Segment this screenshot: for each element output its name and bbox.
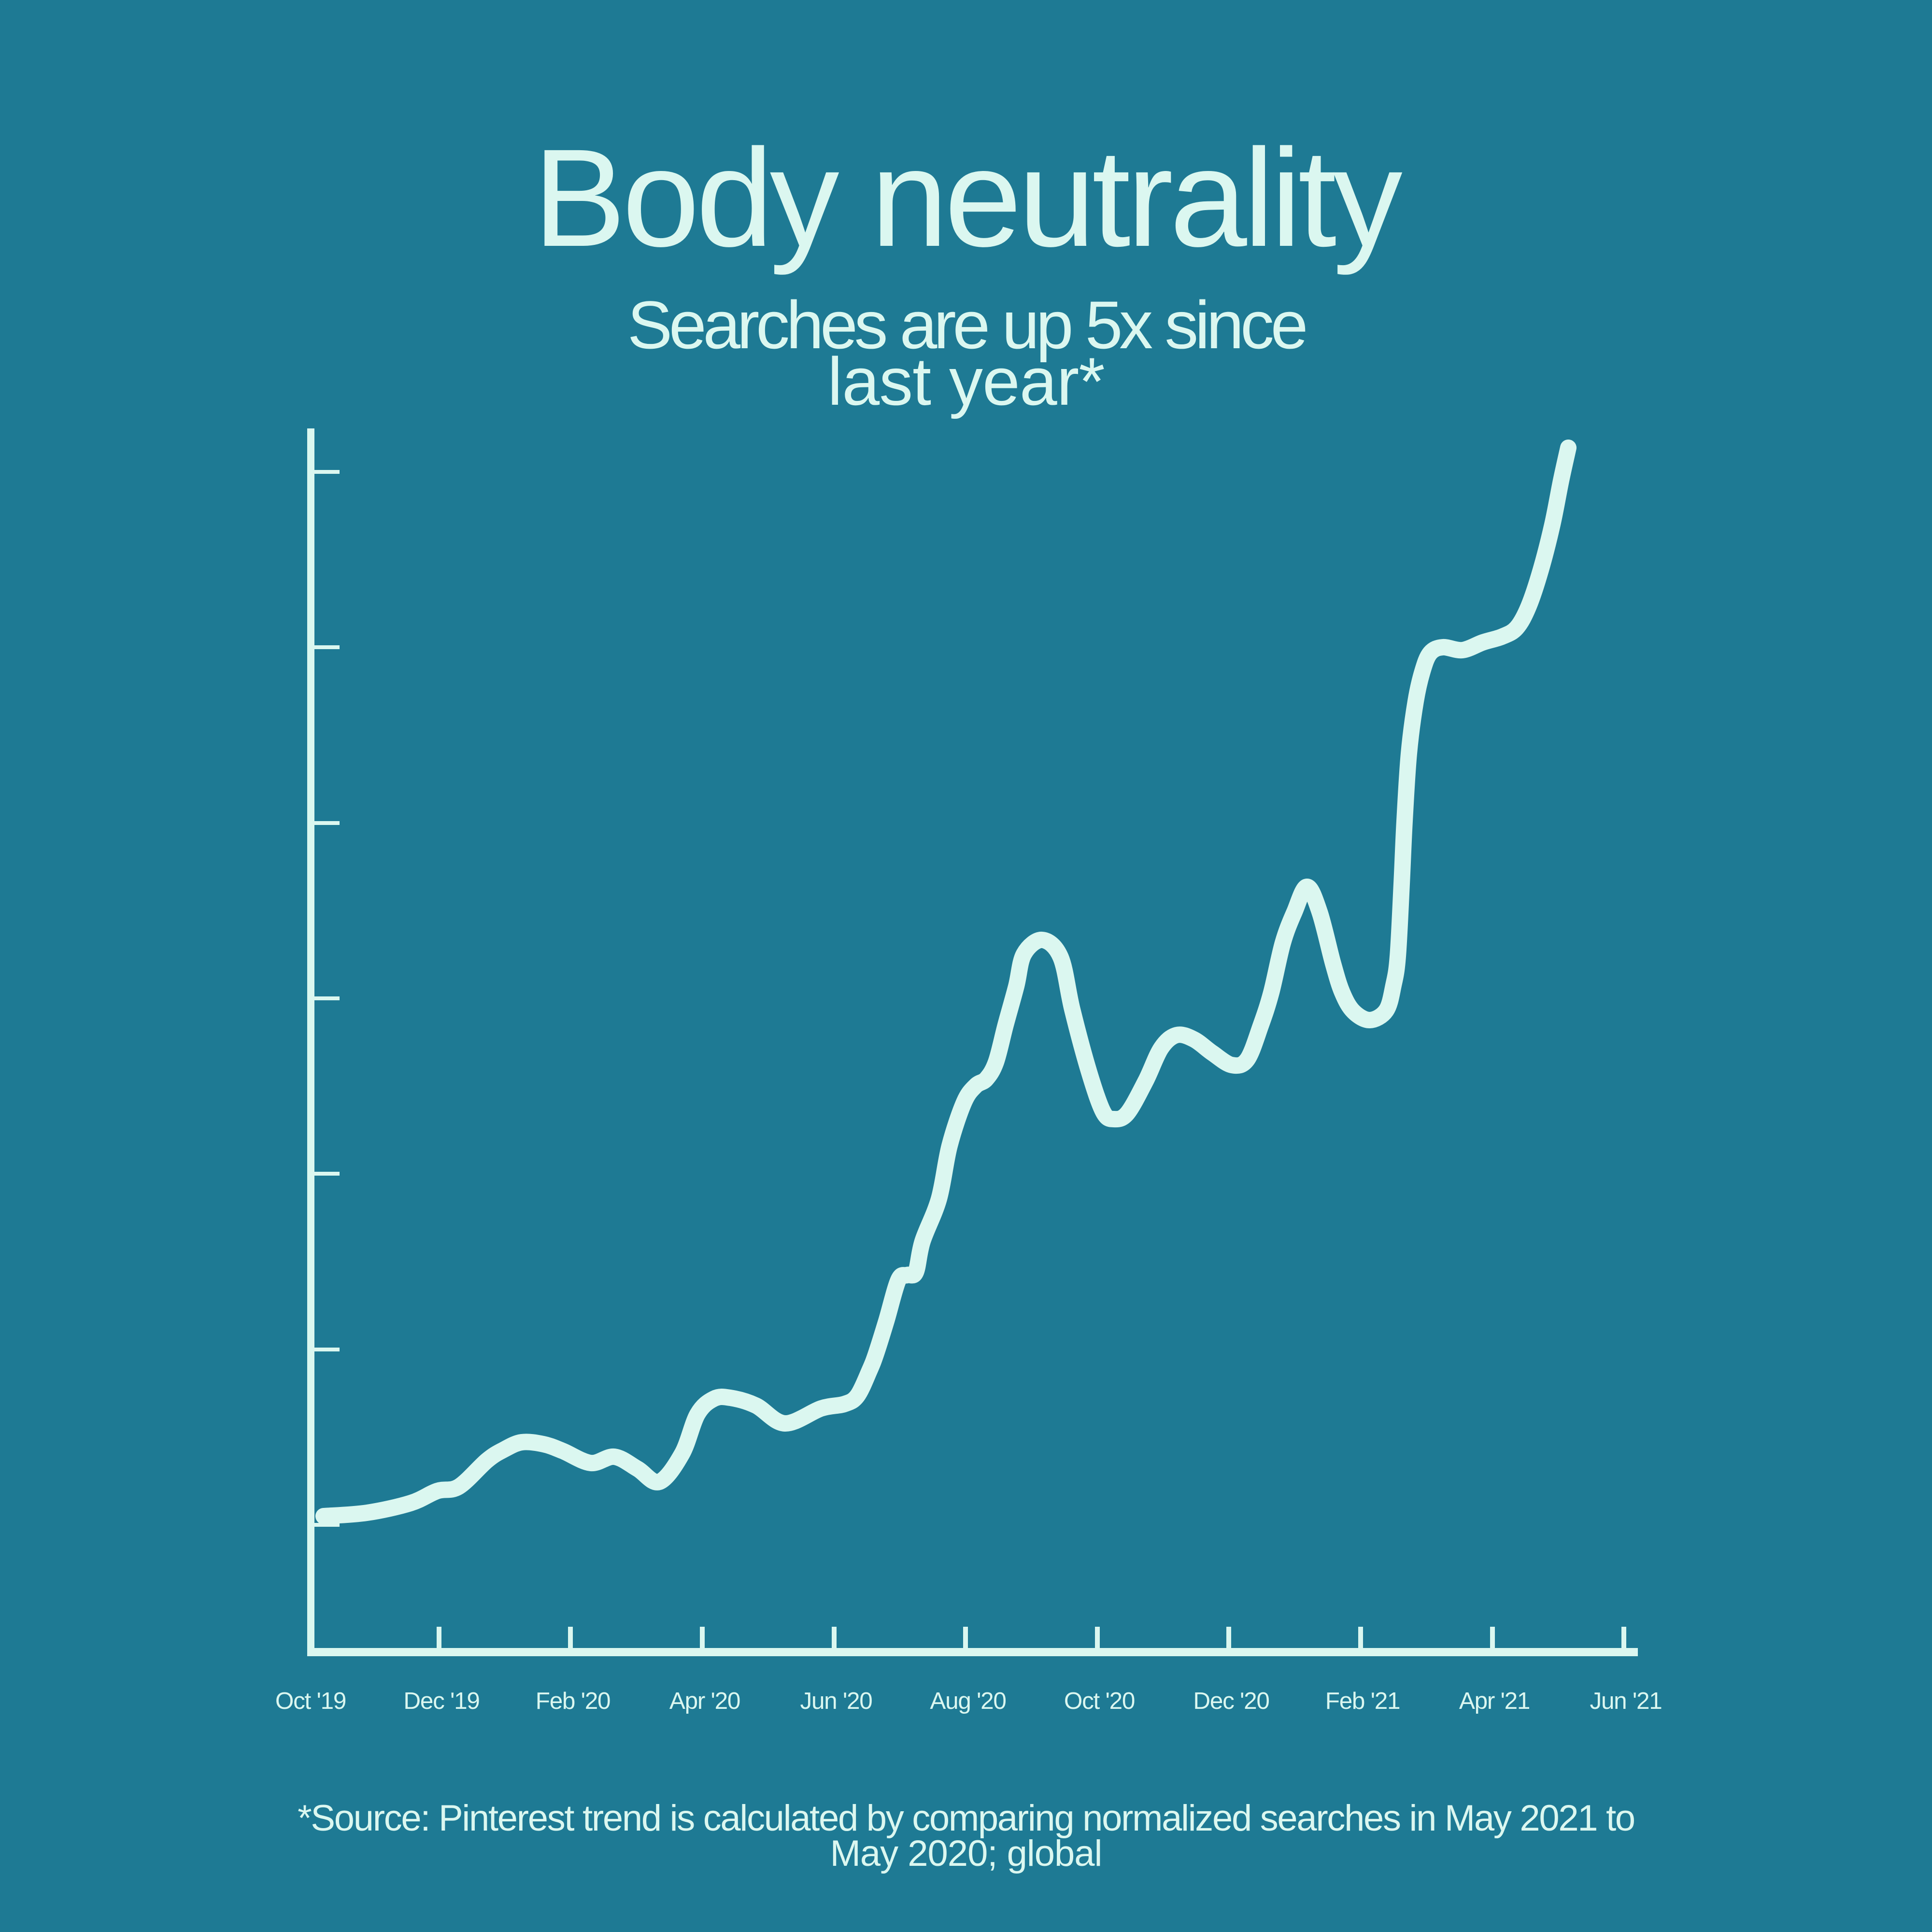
svg-text:Aug '20: Aug '20 <box>930 1688 1006 1714</box>
svg-text:Feb '20: Feb '20 <box>536 1688 610 1714</box>
svg-text:Body neutrality: Body neutrality <box>533 120 1403 276</box>
svg-text:Dec '19: Dec '19 <box>403 1688 479 1714</box>
svg-text:Dec '20: Dec '20 <box>1193 1688 1269 1714</box>
svg-text:Oct '20: Oct '20 <box>1064 1688 1135 1714</box>
svg-text:*Source: Pinterest trend is ca: *Source: Pinterest trend is calculated b… <box>298 1798 1634 1839</box>
svg-text:Oct '19: Oct '19 <box>275 1688 346 1714</box>
svg-text:Apr '21: Apr '21 <box>1459 1688 1530 1714</box>
svg-text:Searches are up 5x since: Searches are up 5x since <box>627 287 1306 363</box>
svg-text:May 2020; global: May 2020; global <box>830 1833 1102 1874</box>
svg-text:last year*: last year* <box>827 343 1105 419</box>
svg-text:Jun '20: Jun '20 <box>800 1688 872 1714</box>
svg-text:Feb '21: Feb '21 <box>1325 1688 1400 1714</box>
svg-text:Apr '20: Apr '20 <box>669 1688 740 1714</box>
svg-text:Jun '21: Jun '21 <box>1590 1688 1662 1714</box>
